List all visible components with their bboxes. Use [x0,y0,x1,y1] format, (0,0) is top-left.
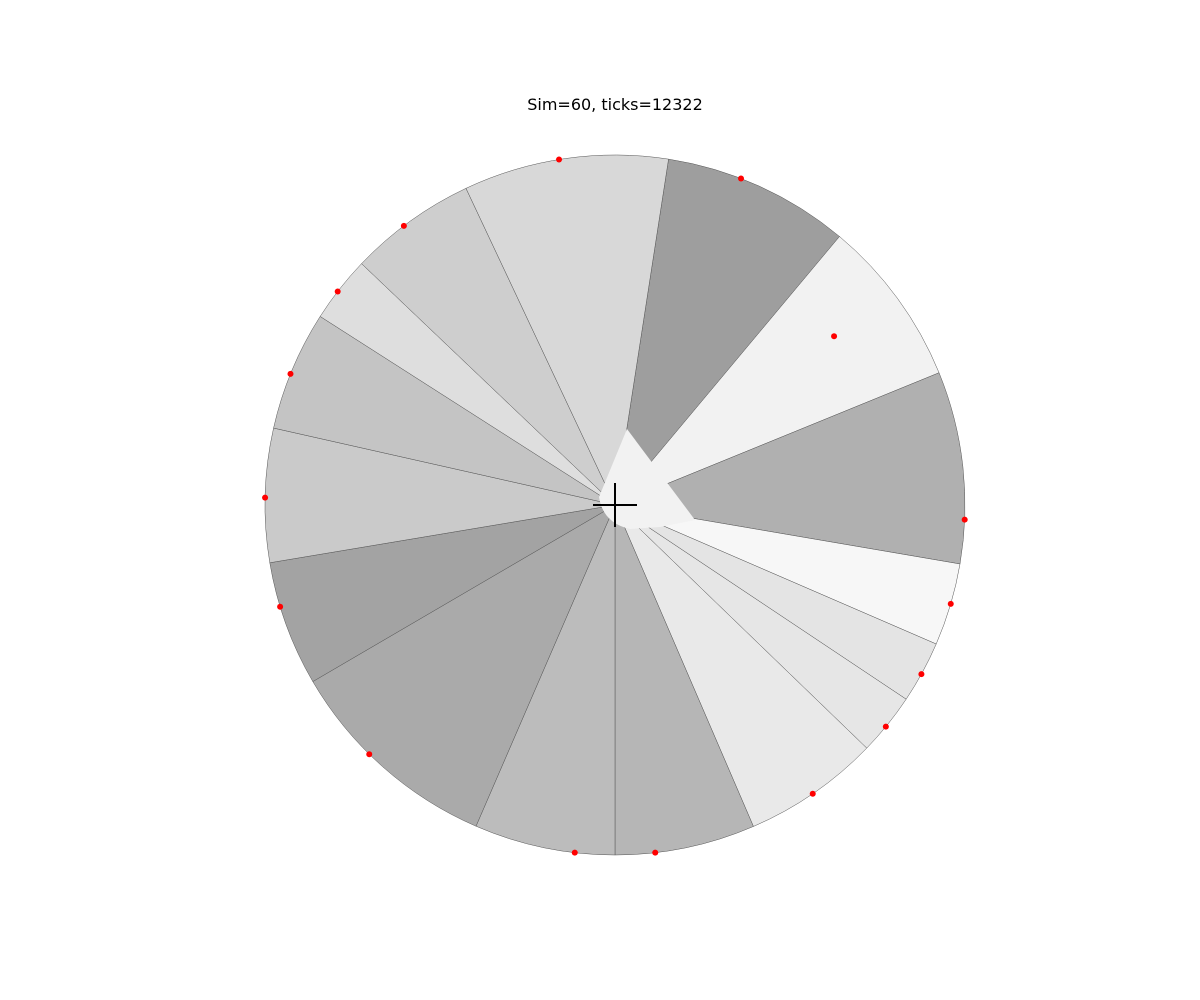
slice-marker-6 [882,723,889,730]
pie-slice-10 [312,504,616,827]
pie-slice-2 [614,236,940,506]
slice-marker-14 [334,288,341,295]
center-crosshair [593,483,637,527]
pie-slice-8 [614,504,754,856]
slice-marker-10 [366,751,373,758]
slice-marker-7 [809,790,816,797]
slice-marker-15 [400,222,407,229]
pie-slices [264,154,966,856]
slice-marker-11 [277,603,284,610]
pie-slice-16 [465,154,669,506]
slice-marker-12 [262,494,269,501]
slice-marker-2 [831,333,838,340]
slice-marker-4 [947,600,954,607]
pie-slice-9 [475,504,616,856]
slice-marker-5 [918,671,925,678]
slice-marker-16 [556,156,563,163]
slice-marker-9 [571,849,578,856]
chart-title: Sim=60, ticks=12322 [527,95,703,114]
slice-marker-3 [961,516,968,523]
slice-marker-1 [738,175,744,182]
pie-slice-1 [614,158,840,506]
slice-markers [262,156,968,856]
pie-slice-15 [361,187,616,506]
slice-marker-13 [287,370,294,377]
pie-slice-11 [269,504,616,682]
slice-marker-8 [652,849,659,856]
pie-slice-3 [614,372,966,565]
